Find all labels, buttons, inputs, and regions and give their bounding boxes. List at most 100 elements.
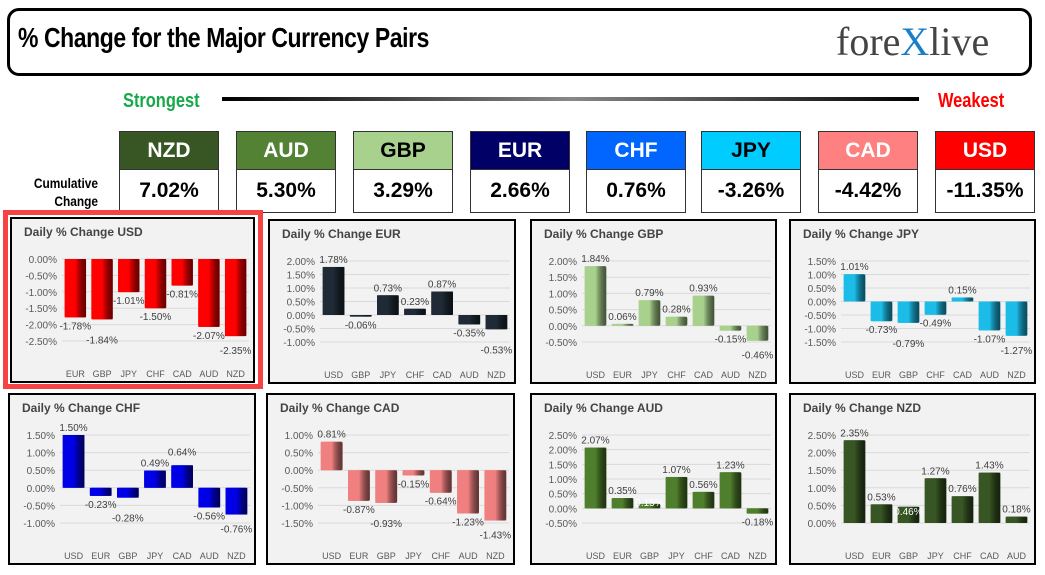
data-label: 1.50% [59,423,87,434]
y-tick-label: -1.00% [281,501,313,512]
bar-gbp [349,315,372,317]
bar-eur [348,470,370,501]
bar-chart: -0.50% 0.00% 0.50% 1.00% 1.50% 2.00% 2.50% USD E… [545,431,773,561]
bar-gbp [897,506,920,523]
label-line-1: Cumulative [33,175,98,191]
bar-cad [431,291,453,315]
bar-usd [843,274,866,302]
bar-eur [89,487,112,496]
bar-cad [692,295,715,326]
chart-title: Daily % Change GBP [544,227,664,241]
x-tick-label: GBP [899,551,918,561]
cumulative-gbp: GBP 3.29% [353,131,453,213]
y-tick-label: 1.50% [27,431,55,442]
data-label: -0.06% [345,321,377,332]
data-label: -0.76% [221,525,253,536]
x-tick-label: JPY [927,551,944,561]
chart-title: Daily % Change AUD [544,401,663,415]
y-tick-label: -1.00% [804,325,836,336]
bar-chf [924,301,947,315]
cumulative-value: 0.76% [586,170,686,213]
x-tick-label: USD [586,551,606,561]
y-tick-label: 0.00% [549,322,577,333]
data-label: 0.93% [689,284,717,295]
cumulative-value: 5.30% [236,170,336,213]
currency-header: CAD [818,131,918,170]
bar-aud [458,315,481,325]
data-label: 0.79% [635,288,663,299]
bar-nzd [1005,301,1028,336]
x-tick-label: AUD [459,551,479,561]
bar-aud [978,301,1001,331]
y-tick-label: -0.50% [23,501,55,512]
y-tick-label: 0.00% [287,311,315,322]
data-label: -0.73% [866,325,898,336]
data-label: 0.56% [689,480,717,491]
x-tick-label: NZD [486,551,505,561]
y-tick-label: 1.50% [549,273,577,284]
y-tick-label: 0.00% [808,519,836,530]
y-tick-label: 2.00% [287,257,315,268]
data-label: -1.23% [452,517,484,528]
data-label: -0.64% [425,497,457,508]
bar-jpy [144,470,166,488]
data-label: -0.87% [343,505,375,516]
currency-header: NZD [119,131,219,170]
x-tick-label: CAD [173,551,193,561]
x-tick-label: USD [845,370,865,380]
chart-eur: -1.00% -0.50% 0.00% 0.50% 1.00% 1.50% 2.00% USD… [268,219,516,384]
data-label: 0.35% [608,486,636,497]
data-label: -0.53% [481,345,513,356]
x-tick-label: JPY [380,370,397,380]
cumulative-cad: CAD -4.42% [818,131,918,213]
y-tick-label: 1.00% [549,289,577,300]
x-tick-label: EUR [91,551,111,561]
x-tick-label: CAD [173,369,193,379]
data-label: 2.07% [581,436,609,447]
y-tick-label: 1.00% [808,271,836,282]
weakest-label: Weakest [938,90,1005,112]
page-title: % Change for the Major Currency Pairs [18,22,429,53]
y-tick-label: 2.00% [549,446,577,457]
cumulative-value: -11.35% [935,170,1035,213]
x-tick-label: CAD [694,370,714,380]
bar-aud [198,487,221,508]
y-tick-label: 0.50% [549,490,577,501]
x-tick-label: CHF [667,370,686,380]
data-label: -0.93% [370,519,402,530]
x-tick-label: NZD [1007,370,1026,380]
currency-header: AUD [236,131,336,170]
y-tick-label: 0.00% [29,255,57,266]
y-tick-label: -1.00% [23,519,55,530]
data-label: 2.35% [840,428,868,439]
x-tick-label: CHF [953,551,972,561]
chart-title: Daily % Change CAD [280,401,400,415]
x-tick-label: USD [845,551,865,561]
x-tick-label: EUR [66,369,86,379]
bar-gbp [91,259,113,320]
cumulative-jpy: JPY -3.26% [701,131,801,213]
x-tick-label: EUR [872,551,892,561]
currency-header: GBP [353,131,453,170]
bar-nzd [746,325,769,341]
bar-eur [870,504,893,523]
data-label: -2.35% [220,346,252,357]
currency-header: USD [935,131,1035,170]
bar-chf [429,470,452,493]
x-tick-label: CHF [432,551,451,561]
y-tick-label: 2.00% [549,257,577,268]
chart-title: Daily % Change EUR [282,227,401,241]
bar-chf [665,316,688,326]
bar-chf [404,308,426,315]
label-line-2: Change [54,193,98,209]
y-tick-label: -0.50% [281,484,313,495]
x-tick-label: JPY [668,551,685,561]
data-label: 1.43% [975,461,1003,472]
cumulative-value: -4.42% [818,170,918,213]
bar-jpy [118,259,140,293]
y-tick-label: 1.50% [549,460,577,471]
y-tick-label: -0.50% [283,325,315,336]
x-tick-label: CAD [433,370,453,380]
bar-chart: -1.00% -0.50% 0.00% 0.50% 1.00% 1.50% 2.00% USD… [283,255,513,380]
x-tick-label: CAD [980,551,1000,561]
